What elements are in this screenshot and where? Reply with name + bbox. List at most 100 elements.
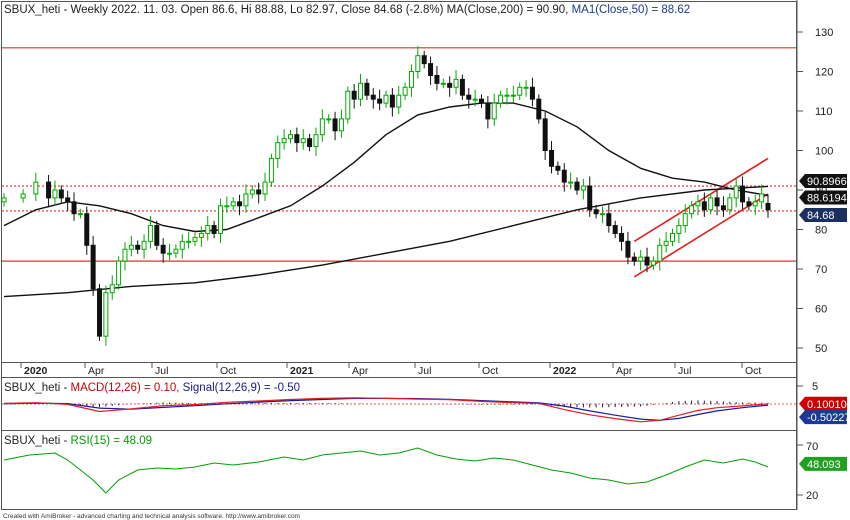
candle-body — [338, 118, 344, 132]
macd-line — [3, 397, 769, 423]
candle-body — [491, 102, 497, 120]
candle-body — [377, 98, 383, 104]
candle-body — [300, 138, 306, 144]
candle-body — [453, 78, 459, 88]
candle-body — [714, 197, 720, 207]
close-tag-box — [799, 208, 847, 223]
candle-body — [434, 74, 440, 84]
candle-body — [695, 201, 701, 207]
price-tick-label: 60 — [815, 304, 827, 316]
candle-body — [396, 94, 402, 108]
candle-body — [192, 236, 198, 242]
candle-body — [402, 86, 408, 96]
signal-tag-box — [799, 410, 847, 425]
close-tag-value: 84.68 — [807, 210, 835, 222]
candle-body — [198, 232, 204, 238]
candle-body — [587, 185, 593, 211]
candle-body — [33, 181, 39, 195]
candle-body — [670, 232, 675, 242]
ma50-tag-value: 88.6194 — [807, 193, 847, 205]
candle-body — [580, 185, 586, 191]
candle-body — [217, 205, 223, 234]
candle-body — [536, 98, 542, 120]
candle-body — [599, 213, 605, 216]
candle-body — [459, 78, 465, 96]
candle-body — [281, 138, 287, 144]
candle-body — [319, 118, 325, 136]
candle-body — [689, 205, 695, 215]
candle-body — [97, 288, 102, 337]
candle-body — [358, 82, 364, 100]
value-tags: 90.8966 88.6194 84.68 0.10010-0.50227 48.093 — [799, 174, 850, 471]
macd-tag-box — [799, 396, 847, 411]
candle-body — [765, 202, 771, 211]
support-resistance-lines — [2, 47, 796, 262]
candle-body — [46, 181, 52, 199]
candle-body — [549, 150, 555, 167]
candle-body — [727, 197, 733, 211]
candle-body — [1, 197, 7, 203]
candle-body — [568, 181, 574, 184]
date-axis: 2020 Apr Jul Oct 2021 Apr Jul Oct 2022 Apr Jul Oct — [20, 363, 761, 377]
candle-body — [682, 213, 688, 227]
candle-body — [230, 201, 236, 207]
candle-body — [561, 169, 567, 183]
date-tick-label: Apr — [88, 365, 105, 377]
channel-line — [633, 157, 769, 243]
rsi-title: SBUX_heti - RSI(15) = 48.09 — [4, 435, 152, 447]
header-details: - Weekly 2022. 11. 03. Open 86.6, Hi 88.… — [60, 4, 571, 16]
candle-body — [606, 213, 612, 227]
candle-body — [288, 134, 293, 140]
candle-body — [211, 225, 217, 234]
chart-title: SBUX_heti - Weekly 2022. 11. 03. Open 86… — [4, 4, 690, 16]
candle-body — [574, 181, 580, 191]
candle-body — [510, 94, 516, 97]
date-tick-label: Jul — [155, 365, 168, 377]
price-tick-label: 70 — [815, 264, 827, 276]
candle-body — [542, 118, 548, 152]
candle-body — [179, 240, 185, 250]
macd-tag-value: 0.10010 — [807, 399, 847, 411]
candle-body — [440, 82, 446, 85]
candle-body — [383, 94, 389, 104]
footer-credit: Created with AmiBroker - advanced charti… — [3, 513, 300, 520]
candle-body — [103, 292, 109, 337]
channel-line — [633, 193, 769, 278]
candle-body — [517, 86, 523, 96]
candle-body — [447, 82, 453, 88]
candle-body — [485, 102, 491, 120]
date-tick-label: Oct — [220, 365, 236, 377]
ma200-line — [3, 185, 769, 298]
price-tick-label: 100 — [815, 146, 833, 158]
candle-body — [249, 189, 255, 195]
candlestick-series — [1, 46, 771, 346]
price-tick-label: 130 — [815, 27, 833, 39]
candle-body — [415, 55, 421, 73]
ma50-line — [3, 102, 769, 233]
candle-body — [657, 244, 663, 262]
date-tick-label: Jul — [678, 365, 691, 377]
ma200-tag-box — [799, 174, 847, 189]
candle-body — [746, 201, 752, 207]
candle-body — [644, 256, 650, 266]
candle-body — [650, 260, 656, 266]
signal-legend: Signal(12,26,9) = -0.50 — [183, 382, 300, 394]
price-tick-label: 120 — [815, 67, 833, 79]
candle-body — [370, 94, 376, 100]
macd-title: SBUX_heti - MACD(12,26) = 0.10, Signal(1… — [4, 382, 300, 394]
candle-body — [421, 55, 427, 65]
candle-body — [147, 225, 153, 242]
rsi-tick-20: 20 — [806, 490, 818, 502]
price-tick-label: 50 — [815, 343, 827, 355]
candle-body — [701, 201, 707, 211]
candle-body — [326, 118, 332, 121]
candle-body — [154, 225, 160, 246]
candle-body — [428, 63, 434, 76]
candle-body — [313, 134, 319, 148]
trend-channel — [633, 157, 769, 278]
candle-body — [243, 193, 249, 207]
candle-body — [122, 248, 128, 262]
date-tick-label: Apr — [616, 365, 633, 377]
rsi-symbol: SBUX_heti - — [4, 435, 70, 447]
